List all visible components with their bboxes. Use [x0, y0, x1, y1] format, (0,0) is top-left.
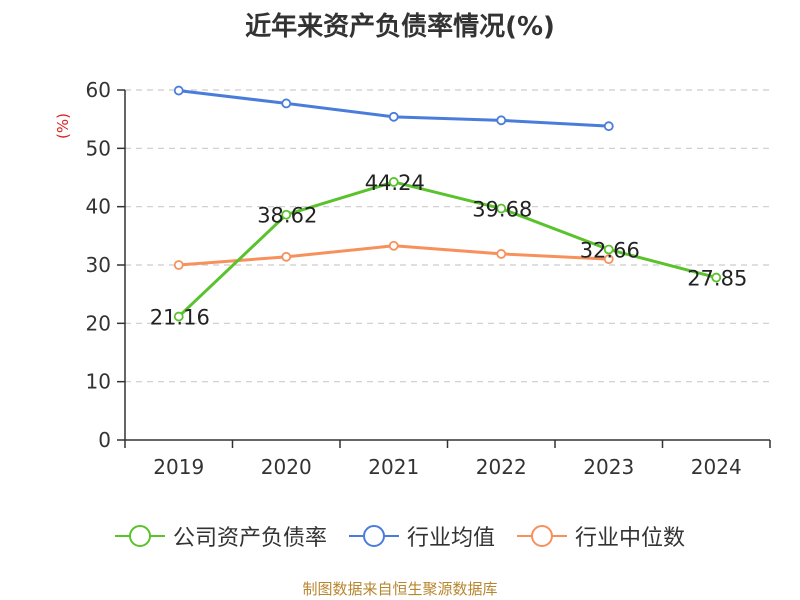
y-tick-label: 30	[86, 253, 111, 277]
x-tick-label: 2022	[476, 455, 527, 479]
legend-item-industry-mean[interactable]: 行业均值	[348, 520, 495, 552]
legend-marker-icon	[517, 524, 567, 548]
data-point	[388, 177, 399, 187]
data-point	[496, 203, 507, 214]
source-note: 制图数据来自恒生聚源数据库	[302, 580, 498, 598]
data-point	[281, 209, 292, 220]
legend-marker-icon	[114, 524, 165, 548]
x-tick-label: 2024	[691, 455, 742, 479]
x-tick-label: 2020	[261, 455, 312, 479]
x-tick-label: 2019	[153, 455, 204, 479]
data-label: 38.62	[257, 204, 317, 228]
data-points	[173, 85, 722, 322]
data-labels: 21.16 38.62 44.24 39.68 32.66 27.85	[150, 171, 748, 330]
legend-label: 行业均值	[406, 526, 495, 551]
data-label: 21.16	[150, 306, 210, 330]
y-tick-label: 0	[98, 428, 111, 452]
data-point	[388, 240, 399, 251]
y-tick-label: 40	[86, 195, 111, 219]
legend-marker-icon	[348, 524, 399, 548]
data-point	[388, 111, 399, 122]
data-point	[496, 249, 507, 259]
legend-label: 行业中位数	[575, 526, 686, 551]
y-tick-label: 10	[86, 370, 111, 394]
series-line	[177, 180, 717, 318]
data-point	[173, 260, 184, 270]
data-point	[603, 244, 614, 255]
y-tick-label: 50	[86, 136, 111, 160]
legend-item-company[interactable]: 公司资产负债率	[114, 520, 327, 552]
data-label: 39.68	[472, 198, 532, 222]
data-point	[173, 311, 184, 322]
data-point	[281, 98, 292, 109]
x-tick-label: 2023	[583, 455, 634, 479]
data-point	[603, 121, 614, 132]
y-tick-label: 60	[86, 78, 111, 102]
data-label: 32.66	[580, 238, 640, 262]
legend-item-industry-median[interactable]: 行业中位数	[517, 520, 685, 552]
chart-title: 近年来资产负债率情况(%)	[245, 12, 555, 42]
data-label: 44.24	[365, 171, 425, 195]
x-tick-label: 2021	[368, 455, 419, 479]
y-tick-label: 20	[86, 311, 111, 335]
data-point	[603, 254, 614, 265]
grid-lines	[125, 89, 770, 383]
data-point	[281, 251, 292, 262]
legend: 公司资产负债率 行业均值 行业中位数	[0, 520, 800, 552]
data-point	[173, 85, 184, 96]
data-point	[711, 272, 722, 283]
axes: 0 10 20 30 40 50 60 (%) 2019 2020 2021 2022 2023 2024	[54, 78, 771, 479]
data-point	[496, 115, 507, 126]
data-label: 27.85	[687, 267, 747, 291]
legend-label: 公司资产负债率	[172, 526, 327, 551]
y-axis-label: (%)	[54, 113, 72, 139]
